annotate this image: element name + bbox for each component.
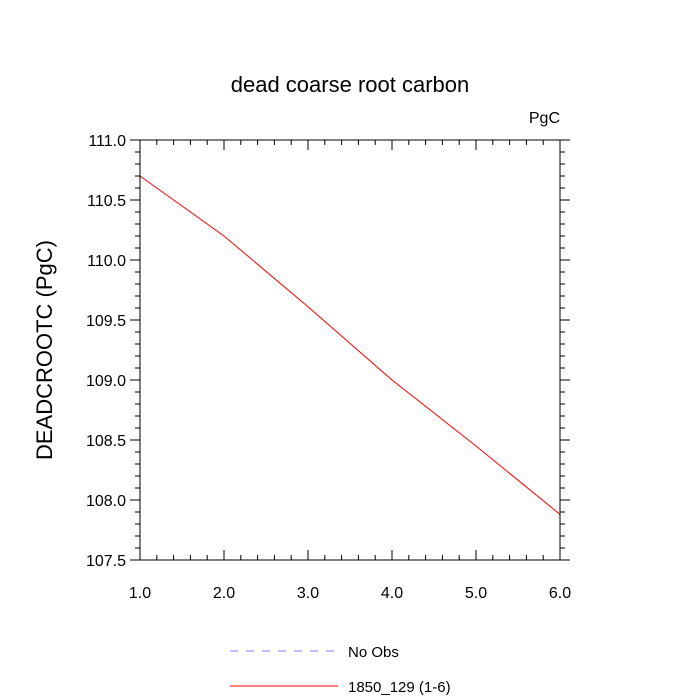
- y-tick-label: 108.0: [86, 493, 126, 510]
- y-tick-label: 110.0: [87, 253, 126, 270]
- x-tick-label: 6.0: [549, 585, 571, 602]
- legend: No Obs 1850_129 (1-6): [230, 644, 451, 696]
- x-tick-label: 5.0: [465, 585, 487, 602]
- x-tick-label: 2.0: [213, 585, 235, 602]
- y-tick-label: 109.0: [86, 373, 126, 390]
- x-tick-label: 1.0: [129, 585, 151, 602]
- legend-label: 1850_129 (1-6): [348, 679, 451, 696]
- axis-ticks: [130, 139, 570, 561]
- y-tick-label: 110.5: [87, 193, 126, 210]
- tick-labels: 1.0 2.0 3.0 4.0 5.0 6.0 107.5 108.0 108.5 109.0 10…: [86, 133, 571, 602]
- chart-title: dead coarse root carbon: [231, 72, 470, 97]
- legend-label: No Obs: [348, 644, 399, 661]
- y-tick-label: 108.5: [86, 433, 126, 450]
- y-axis-label: DEADCROOTC (PgC): [32, 240, 57, 460]
- x-tick-label: 4.0: [381, 585, 403, 602]
- series-line: [139, 175, 561, 515]
- units-label: PgC: [529, 110, 560, 127]
- series-lines: [139, 175, 561, 515]
- x-tick-label: 3.0: [297, 585, 319, 602]
- y-tick-label: 109.5: [86, 313, 126, 330]
- y-tick-label: 111.0: [88, 133, 126, 150]
- y-tick-label: 107.5: [86, 553, 126, 570]
- plot-frame: [139, 139, 561, 561]
